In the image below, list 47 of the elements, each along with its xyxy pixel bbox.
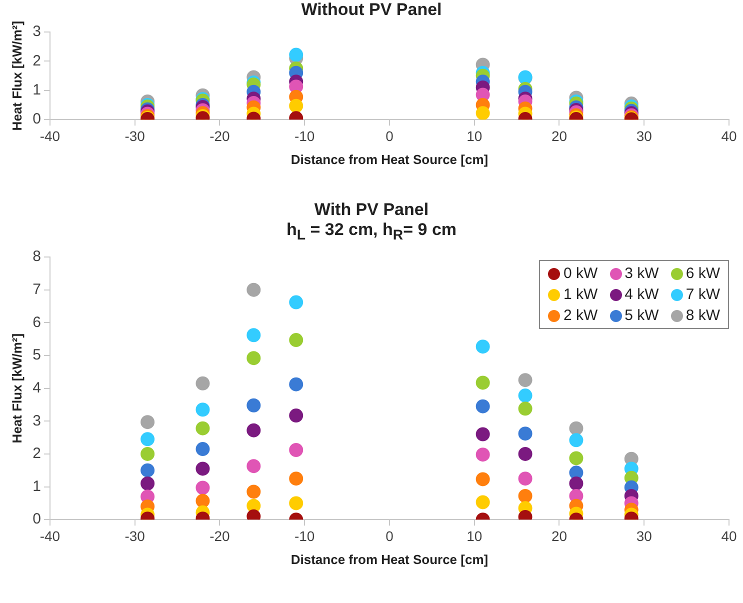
chart-title: Without PV Panel — [300, 0, 443, 20]
x-tick-label: -20 — [210, 528, 230, 544]
y-tick-label: 4 — [32, 380, 41, 397]
y-tick-label: 3 — [32, 412, 41, 430]
x-tick-label: 30 — [636, 128, 652, 144]
y-tick-label: 2 — [32, 445, 41, 462]
legend-label: 0 kW — [563, 265, 598, 282]
legend-label: 5 kW — [624, 307, 659, 324]
x-tick-label: -30 — [124, 128, 146, 144]
legend-label: 7 kW — [686, 286, 720, 303]
x-tick-label: 0 — [386, 528, 394, 544]
y-tick-label: 0 — [32, 110, 41, 128]
x-tick-label: -10 — [294, 528, 315, 544]
x-tick-label: 40 — [721, 528, 737, 544]
legend-label: 1 kW — [563, 286, 598, 303]
y-tick-label: 8 — [32, 248, 41, 266]
x-tick-label: -20 — [210, 128, 230, 144]
y-tick-label: 7 — [32, 281, 41, 298]
x-tick-label: 20 — [551, 128, 568, 144]
legend-label: 3 kW — [624, 265, 659, 282]
legend-label: 8 kW — [686, 307, 720, 324]
legend-label: 6 kW — [686, 265, 720, 282]
chart-subtitle: h$_{L}$ = 32 cm, h$_{R}$= 9 cm — [285, 220, 458, 246]
x-tick-label: -30 — [124, 528, 146, 544]
y-tick-label: 6 — [32, 314, 41, 332]
y-axis-title: Heat Flux [kW/m²] — [9, 334, 24, 444]
x-tick-label: 20 — [551, 528, 568, 544]
y-axis-title: Heat Flux [kW/m²] — [9, 20, 24, 131]
x-axis-title: Distance from Heat Source [cm] — [290, 152, 488, 167]
y-tick-label: 3 — [32, 23, 41, 40]
x-tick-label: 0 — [386, 128, 394, 144]
y-tick-label: 0 — [32, 511, 41, 528]
chart-title: With PV Panel — [313, 200, 430, 220]
y-tick-label: 2 — [32, 52, 41, 70]
x-tick-label: -40 — [40, 528, 60, 544]
legend-label: 4 kW — [624, 286, 659, 303]
x-axis-title: Distance from Heat Source [cm] — [290, 552, 488, 568]
x-tick-label: 10 — [466, 128, 482, 144]
x-tick-label: 30 — [636, 528, 652, 544]
y-tick-label: 1 — [32, 82, 41, 99]
x-tick-label: -40 — [40, 128, 60, 144]
y-tick-label: 1 — [32, 478, 41, 496]
x-tick-label: -10 — [294, 128, 315, 144]
y-tick-label: 5 — [32, 347, 41, 364]
x-tick-label: 10 — [466, 528, 482, 544]
x-tick-label: 40 — [721, 128, 737, 144]
legend-label: 2 kW — [563, 307, 598, 324]
